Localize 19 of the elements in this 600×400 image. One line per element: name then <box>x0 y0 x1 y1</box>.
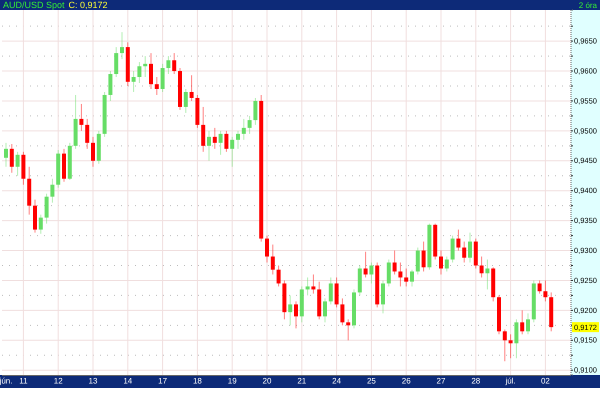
x-tick-label: 24 <box>332 376 342 386</box>
x-tick-label: 26 <box>402 376 412 386</box>
x-tick-label: 21 <box>297 376 307 386</box>
x-tick-label: 28 <box>471 376 481 386</box>
x-tick-label: 17 <box>158 376 168 386</box>
x-tick-label: 11 <box>19 376 28 386</box>
x-tick-label: 12 <box>54 376 64 386</box>
x-tick-label: 20 <box>262 376 272 386</box>
x-tick-label: 27 <box>436 376 446 386</box>
x-tick-label: júl. <box>504 376 516 386</box>
text: 2 óra <box>578 1 598 10</box>
chart-title: AUD/USD Spot <box>3 0 66 10</box>
x-tick-label: 18 <box>192 376 202 386</box>
x-tick-label: 25 <box>366 376 376 386</box>
x-tick-label: 19 <box>228 376 238 386</box>
x-tick-label: 02 <box>540 376 550 386</box>
chart-subtitle: C: 0,9172 <box>68 0 108 10</box>
x-tick-label: 13 <box>88 376 98 386</box>
x-tick-label: 14 <box>123 376 133 386</box>
